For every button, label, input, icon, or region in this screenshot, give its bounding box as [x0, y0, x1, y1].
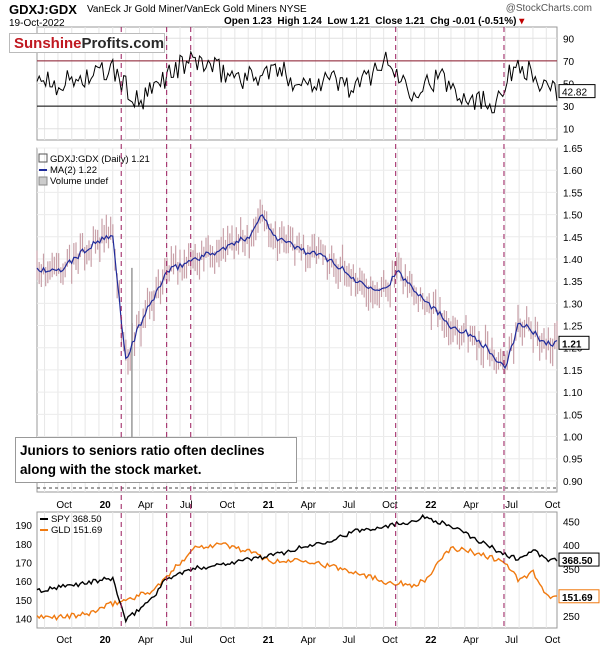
x-axis-label: Jul [343, 500, 356, 511]
low-label: Low [327, 16, 348, 27]
legend-volume-icon [38, 176, 48, 186]
price-tick-label: 1.25 [563, 322, 583, 333]
rsi-last-label: 42.82 [562, 88, 587, 99]
price-legend-entry: GDXJ:GDX (Daily) 1.21 [50, 154, 150, 165]
x-axis-label: Oct [219, 500, 235, 511]
logo-part1: Sunshine [14, 35, 82, 52]
close-value: 1.21 [405, 16, 425, 27]
close-label: Close [375, 16, 403, 27]
x-axis-label: Apr [301, 500, 317, 511]
price-tick-label: 1.55 [563, 188, 583, 199]
x-axis-label-bottom: Apr [138, 635, 154, 646]
rsi-series-line [36, 50, 558, 114]
price-tick-label: 1.10 [563, 388, 583, 399]
spy-axis-tick: 450 [563, 517, 580, 528]
rsi-tick-label: 10 [563, 125, 575, 136]
spy-last-label: 368.50 [562, 556, 593, 567]
x-axis-label-bottom: Oct [545, 635, 561, 646]
gld-axis-tick: 140 [15, 615, 32, 626]
x-axis-label-bottom: 20 [100, 635, 112, 646]
x-axis-label-bottom: Oct [56, 635, 72, 646]
x-axis-label-bottom: Oct [382, 635, 398, 646]
x-axis-label: Jul [505, 500, 518, 511]
x-axis-label-bottom: Oct [219, 635, 235, 646]
rsi-tick-label: 30 [563, 102, 575, 113]
rsi-tick-label: 70 [563, 57, 575, 68]
gld-axis-tick: 160 [15, 577, 32, 588]
x-axis-label-bottom: 21 [263, 635, 275, 646]
spy-axis-tick: 250 [563, 612, 580, 623]
price-tick-label: 1.45 [563, 233, 583, 244]
x-axis-label-bottom: Jul [505, 635, 518, 646]
x-axis-label: Oct [382, 500, 398, 511]
price-tick-label: 1.60 [563, 166, 583, 177]
gld-axis-tick: 190 [15, 521, 32, 532]
gld-axis-tick: 180 [15, 540, 32, 551]
open-value: 1.23 [252, 16, 272, 27]
ma-legend-entry: MA(2) 1.22 [50, 165, 97, 176]
price-tick-label: 1.30 [563, 299, 583, 310]
legend-bar-icon [38, 153, 48, 163]
x-axis-label: Oct [545, 500, 561, 511]
symbol-name: VanEck Jr Gold Miner/VanEck Gold Miners … [87, 4, 307, 15]
quote-bar: Open 1.23 High 1.24 Low 1.21 Close 1.21 … [224, 16, 524, 27]
gld-last-label: 151.69 [562, 593, 593, 604]
chg-value: -0.01 (-0.51%) [452, 16, 517, 27]
copyright: @StockCharts.com [505, 3, 592, 14]
x-axis-label: 22 [425, 500, 437, 511]
price-tick-label: 0.90 [563, 477, 583, 488]
x-axis-label: Jul [180, 500, 193, 511]
x-axis-label: 21 [263, 500, 275, 511]
symbol-title: GDXJ:GDX [9, 2, 77, 17]
spy-legend-entry: SPY 368.50 [51, 514, 102, 525]
spy-axis-tick: 350 [563, 565, 580, 576]
down-arrow-icon: ▾ [519, 16, 525, 27]
spy-axis-tick: 400 [563, 541, 580, 552]
annotation-box: Juniors to seniors ratio often declines … [15, 437, 297, 483]
x-axis-label-bottom: Apr [301, 635, 317, 646]
high-value: 1.24 [302, 16, 322, 27]
open-label: Open [224, 16, 250, 27]
volume-legend-entry: Volume undef [50, 176, 108, 187]
price-tick-label: 1.35 [563, 277, 583, 288]
high-label: High [277, 16, 300, 27]
logo-part2: Profits.com [81, 35, 165, 52]
rsi-last-box [558, 84, 596, 99]
gld-axis-tick: 150 [15, 596, 32, 607]
spy-line [36, 513, 558, 624]
chg-label: Chg [430, 16, 450, 27]
price-last-box [558, 335, 590, 350]
x-axis-label: Oct [56, 500, 72, 511]
gld-legend-entry: GLD 151.69 [51, 525, 102, 536]
price-tick-label: 1.05 [563, 410, 583, 421]
x-axis-label: 20 [100, 500, 112, 511]
gld-line [36, 542, 558, 621]
chart-date: 19-Oct-2022 [9, 18, 65, 29]
price-tick-label: 1.15 [563, 366, 583, 377]
gld-axis-tick: 170 [15, 559, 32, 570]
price-tick-label: 1.65 [563, 144, 583, 155]
x-axis-label: Apr [463, 500, 479, 511]
spy-gld-panel-frame [36, 511, 558, 629]
price-tick-label: 0.95 [563, 455, 583, 466]
x-axis-label-bottom: Jul [343, 635, 356, 646]
low-value: 1.21 [350, 16, 370, 27]
price-tick-label: 1.00 [563, 433, 583, 444]
price-tick-label: 1.50 [563, 211, 583, 222]
annotation-line1: Juniors to seniors ratio often declines [20, 443, 265, 458]
annotation-line2: along with the stock market. [20, 462, 202, 477]
x-axis-label: Apr [138, 500, 154, 511]
rsi-tick-label: 90 [563, 34, 575, 45]
price-tick-label: 1.40 [563, 255, 583, 266]
x-axis-label-bottom: 22 [425, 635, 437, 646]
gld-last-box [558, 589, 600, 604]
sunshine-profits-logo: SunshineProfits.com [9, 33, 165, 53]
x-axis-label-bottom: Apr [463, 635, 479, 646]
spy-last-box [558, 552, 600, 567]
x-axis-label-bottom: Jul [180, 635, 193, 646]
ma2-line [36, 214, 558, 370]
price-last-label: 1.21 [562, 339, 582, 350]
